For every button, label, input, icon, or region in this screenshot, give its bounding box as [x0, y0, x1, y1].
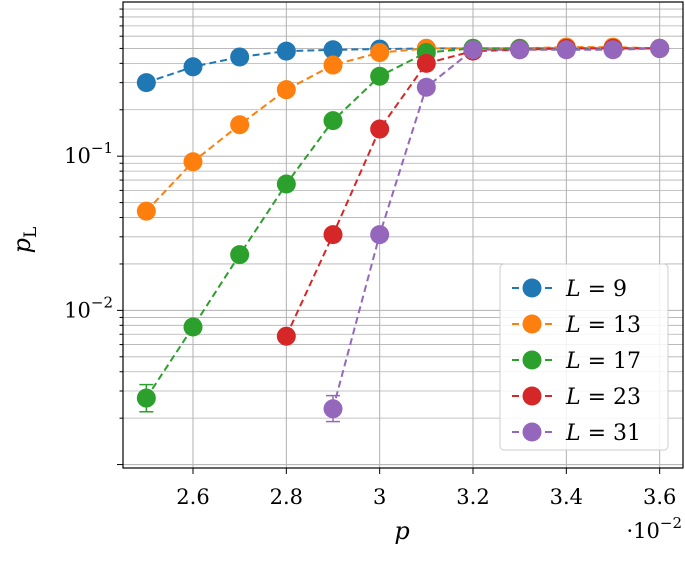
- x-tick-label: 2.8: [270, 485, 303, 509]
- data-point: [323, 55, 343, 75]
- legend-label: L = 23: [565, 385, 641, 410]
- data-point: [276, 41, 296, 61]
- data-point: [323, 399, 343, 419]
- series-line: [145, 46, 660, 212]
- data-point: [323, 40, 343, 60]
- data-point: [276, 326, 296, 346]
- series-layer: [136, 37, 670, 423]
- legend-entry: L = 31: [512, 421, 641, 446]
- data-point: [650, 38, 670, 58]
- data-point: [276, 174, 296, 194]
- legend-entry: L = 13: [512, 313, 641, 338]
- data-point: [276, 80, 296, 100]
- legend-entry: L = 17: [512, 349, 641, 374]
- x-tick-label: 3.2: [456, 485, 489, 509]
- legend-entry: L = 23: [512, 385, 641, 410]
- legend: L = 9 L = 13 L = 17 L = 23 L = 31: [499, 263, 669, 451]
- series-line: [332, 47, 660, 410]
- legend-entry: L = 9: [512, 277, 627, 302]
- legend-frame: [499, 263, 669, 451]
- x-tick-label: 3.6: [643, 485, 676, 509]
- data-point: [416, 53, 436, 73]
- data-point: [556, 40, 576, 60]
- data-point: [136, 73, 156, 93]
- series-31: [323, 38, 670, 423]
- x-axis-label: p: [394, 517, 409, 545]
- y-tick-label: 10−2: [64, 293, 113, 322]
- data-point: [510, 40, 530, 60]
- data-point: [183, 152, 203, 172]
- data-point: [183, 317, 203, 337]
- legend-marker: [522, 278, 542, 298]
- legend-marker: [522, 350, 542, 370]
- data-point: [370, 66, 390, 86]
- legend-label: L = 17: [565, 349, 641, 374]
- legend-marker: [522, 386, 542, 406]
- x-tick-label: 2.6: [176, 485, 209, 509]
- data-point: [603, 40, 623, 60]
- data-point: [416, 77, 436, 97]
- legend-label: L = 31: [565, 421, 641, 446]
- data-point: [230, 47, 250, 67]
- plot-frame: [122, 1, 684, 469]
- data-point: [370, 119, 390, 139]
- data-point: [463, 40, 483, 60]
- data-point: [323, 111, 343, 131]
- data-point: [370, 43, 390, 63]
- legend-marker: [522, 422, 542, 442]
- data-point: [230, 245, 250, 265]
- y-axis-label: pL: [8, 227, 41, 254]
- data-point: [136, 388, 156, 408]
- data-point: [183, 57, 203, 77]
- data-point: [370, 225, 390, 245]
- data-point: [323, 225, 343, 245]
- y-tick-label: 10−1: [64, 139, 113, 168]
- x-tick-label: 3: [373, 485, 386, 509]
- x-tick-label: 3.4: [550, 485, 583, 509]
- legend-label: L = 9: [565, 277, 627, 302]
- x-multiplier-label: ·10−2: [626, 514, 682, 543]
- data-point: [230, 115, 250, 135]
- legend-label: L = 13: [565, 313, 641, 338]
- ticks: 2.6 2.8 3 3.2 3.4 3.6 10−1 10−2: [64, 8, 676, 509]
- data-point: [136, 201, 156, 221]
- legend-marker: [522, 314, 542, 334]
